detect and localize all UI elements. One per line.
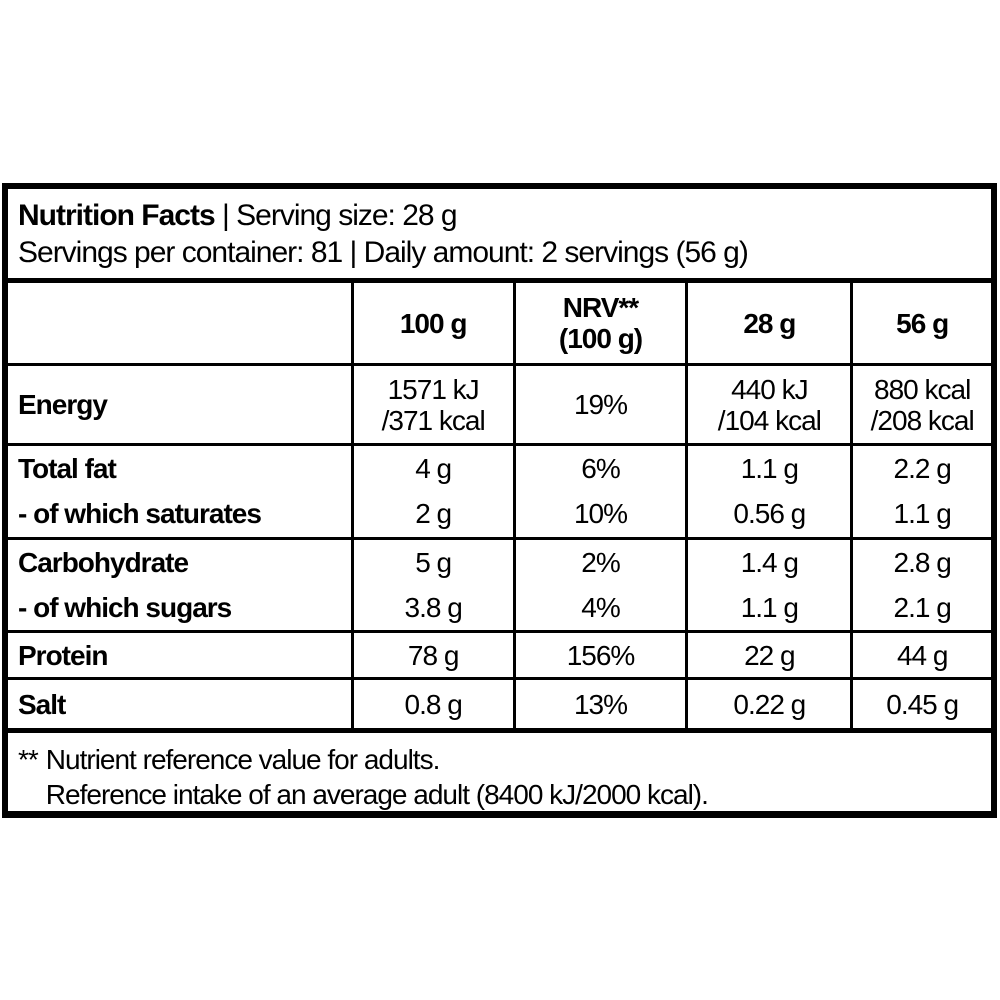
salt-nrv-value: 13% [512,680,686,728]
row-carbohydrate: Carbohydrate 5 g 2% 1.4 g 2.8 g [8,537,991,584]
total-fat-label: Total fat [18,452,117,484]
row-salt: Salt 0.8 g 13% 0.22 g 0.45 g [8,677,991,728]
table-header: Nutrition Facts | Serving size: 28 g Ser… [8,189,991,283]
column-header-row: 100 g NRV** (100 g) 28 g 56 g [8,283,991,363]
protein-28g-value: 22 g [685,633,850,677]
energy-nrv-value: 19% [512,366,686,443]
carbohydrate-label: Carbohydrate [18,546,189,578]
saturates-28g-value: 0.56 g [685,490,850,537]
saturates-label: - of which saturates [18,498,262,529]
energy-28g-value: 440 kJ /104 kcal [685,366,850,443]
footnote-line1: Nutrient reference value for adults. [45,744,441,775]
carbohydrate-28g-value: 1.4 g [685,540,850,584]
carbohydrate-56g-value: 2.8 g [850,540,991,584]
energy-label: Energy [18,389,108,420]
row-protein: Protein 78 g 156% 22 g 44 g [8,630,991,677]
salt-label: Salt [18,688,66,720]
saturates-56g-value: 1.1 g [850,490,991,537]
salt-100g-value: 0.8 g [350,680,513,728]
table-title: Nutrition Facts [18,199,216,232]
row-saturates: - of which saturates 2 g 10% 0.56 g 1.1 … [8,490,991,537]
carbohydrate-100g-value: 5 g [350,540,513,584]
header-line1: Nutrition Facts | Serving size: 28 g [18,197,981,234]
energy-100g-value: 1571 kJ /371 kcal [350,366,513,443]
col-header-nrv: NRV** (100 g) [512,283,686,363]
footnote-marker: ** [18,744,39,775]
protein-56g-value: 44 g [850,633,991,677]
sugars-100g-value: 3.8 g [350,584,513,630]
total-fat-56g-value: 2.2 g [850,446,991,490]
saturates-nrv-value: 10% [512,490,686,537]
sugars-nrv-value: 4% [512,584,686,630]
salt-28g-value: 0.22 g [685,680,850,728]
row-sugars: - of which sugars 3.8 g 4% 1.1 g 2.1 g [8,584,991,630]
carbohydrate-nrv-value: 2% [512,540,686,584]
sugars-label: - of which sugars [18,591,232,623]
protein-100g-value: 78 g [350,633,513,677]
protein-label: Protein [18,639,108,671]
col-header-56g: 56 g [850,283,991,363]
row-total-fat: Total fat 4 g 6% 1.1 g 2.2 g [8,443,991,490]
col-header-blank [8,283,351,363]
total-fat-nrv-value: 6% [512,446,686,490]
footnote-text: Nutrient reference value for adults. Ref… [38,742,709,811]
energy-56g-value: 880 kcal /208 kcal [850,366,991,443]
sugars-56g-value: 2.1 g [850,584,991,630]
sugars-28g-value: 1.1 g [685,584,850,630]
nutrition-facts-table: Nutrition Facts | Serving size: 28 g Ser… [2,183,997,818]
col-header-100g: 100 g [350,283,513,363]
saturates-100g-value: 2 g [350,490,513,537]
salt-56g-value: 0.45 g [850,680,991,728]
servings-per-container-text: Servings per container: 81 | Daily amoun… [18,236,749,269]
serving-size-text: | Serving size: 28 g [222,199,458,232]
row-energy: Energy 1571 kJ /371 kcal 19% 440 kJ /104… [8,363,991,443]
protein-nrv-value: 156% [512,633,686,677]
footnote-line2: Reference intake of an average adult (84… [45,779,709,810]
total-fat-100g-value: 4 g [350,446,513,490]
col-header-28g: 28 g [685,283,850,363]
footnote: ** Nutrient reference value for adults. … [8,728,991,811]
total-fat-28g-value: 1.1 g [685,446,850,490]
